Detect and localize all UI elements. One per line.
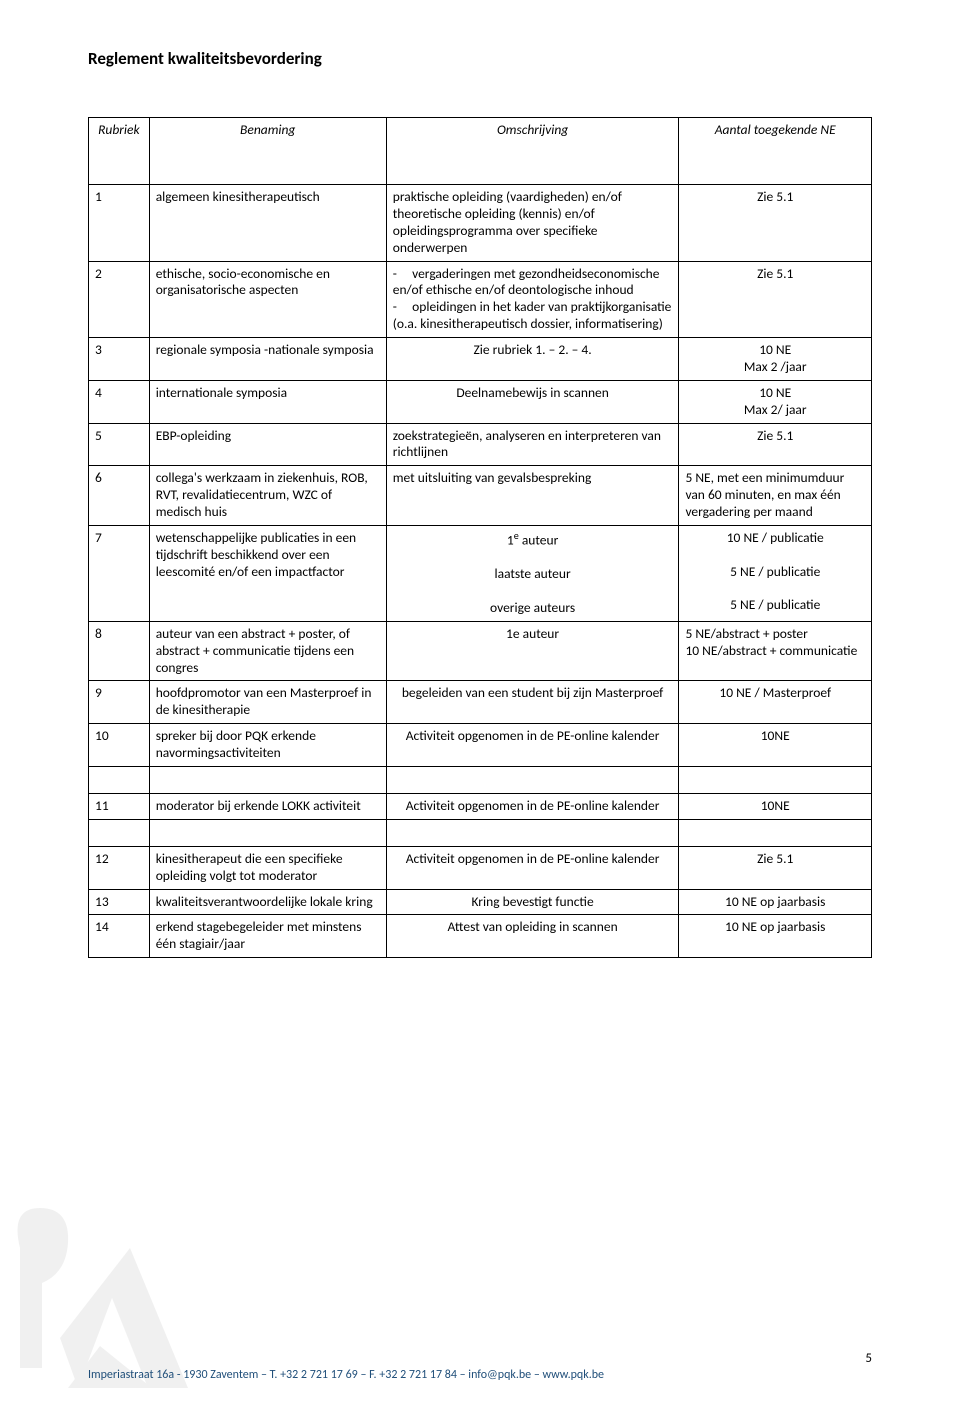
cell-rubriek: 14 (89, 915, 150, 958)
footer-contact-line: Imperiastraat 16a - 1930 Zaventem – T. +… (88, 1368, 872, 1382)
cell-omschrijving: met uitsluiting van gevalsbespreking (386, 466, 679, 526)
table-row: 7wetenschappelijke publicaties in een ti… (89, 525, 872, 621)
cell-rubriek: 10 (89, 724, 150, 767)
cell-benaming: hoofdpromotor van een Masterproef in de … (149, 681, 386, 724)
table-row: 9hoofdpromotor van een Masterproef in de… (89, 681, 872, 724)
cell-rubriek: 7 (89, 525, 150, 621)
cell-benaming: moderator bij erkende LOKK activiteit (149, 793, 386, 819)
cell-ne: Zie 5.1 (679, 185, 872, 262)
table-row: 12kinesitherapeut die een specifieke opl… (89, 846, 872, 889)
cell-omschrijving: Zie rubriek 1. – 2. – 4. (386, 338, 679, 381)
page-number: 5 (88, 1351, 872, 1366)
table-row: 13kwaliteitsverantwoordelijke lokale kri… (89, 889, 872, 915)
cell-rubriek: 6 (89, 466, 150, 526)
cell-ne: 10 NE / publicatie5 NE / publicatie5 NE … (679, 525, 872, 621)
cell-ne: 5 NE, met een minimumduur van 60 minuten… (679, 466, 872, 526)
cell-omschrijving: begeleiden van een student bij zijn Mast… (386, 681, 679, 724)
table-row: 2ethische, socio-economische en organisa… (89, 261, 872, 338)
cell-rubriek: 8 (89, 621, 150, 681)
cell-rubriek: 2 (89, 261, 150, 338)
cell-benaming: erkend stagebegeleider met minstens één … (149, 915, 386, 958)
cell-ne: Zie 5.1 (679, 423, 872, 466)
cell-omschrijving: - vergaderingen met gezondheidseconomisc… (386, 261, 679, 338)
cell-ne: 10 NEMax 2/ jaar (679, 380, 872, 423)
table-row: 11moderator bij erkende LOKK activiteitA… (89, 793, 872, 819)
table-row: 10spreker bij door PQK erkende navorming… (89, 724, 872, 767)
cell-omschrijving: zoekstrategieën, analyseren en interpret… (386, 423, 679, 466)
cell-benaming: wetenschappelijke publicaties in een tij… (149, 525, 386, 621)
cell-omschrijving: Kring bevestigt functie (386, 889, 679, 915)
table-row: 8auteur van een abstract + poster, of ab… (89, 621, 872, 681)
cell-ne: 10NE (679, 793, 872, 819)
cell-ne: 10NE (679, 724, 872, 767)
cell-benaming: algemeen kinesitherapeutisch (149, 185, 386, 262)
cell-omschrijving: Deelnamebewijs in scannen (386, 380, 679, 423)
cell-omschrijving: Attest van opleiding in scannen (386, 915, 679, 958)
cell-ne: 10 NEMax 2 /jaar (679, 338, 872, 381)
table-row: 14erkend stagebegeleider met minstens éé… (89, 915, 872, 958)
table-row: 4internationale symposiaDeelnamebewijs i… (89, 380, 872, 423)
col-omschrijving: Omschrijving (386, 118, 679, 185)
cell-omschrijving: Activiteit opgenomen in de PE-online kal… (386, 846, 679, 889)
col-ne: Aantal toegekende NE (679, 118, 872, 185)
cell-omschrijving: 1e auteurlaatste auteuroverige auteurs (386, 525, 679, 621)
table-body: 1algemeen kinesitherapeutischpraktische … (89, 185, 872, 958)
cell-omschrijving: 1e auteur (386, 621, 679, 681)
cell-benaming: spreker bij door PQK erkende navormingsa… (149, 724, 386, 767)
page-footer: 5 Imperiastraat 16a - 1930 Zaventem – T.… (88, 1351, 872, 1382)
cell-rubriek: 12 (89, 846, 150, 889)
cell-rubriek: 5 (89, 423, 150, 466)
cell-rubriek: 1 (89, 185, 150, 262)
cell-omschrijving: Activiteit opgenomen in de PE-online kal… (386, 724, 679, 767)
cell-rubriek: 9 (89, 681, 150, 724)
cell-benaming: regionale symposia -nationale symposia (149, 338, 386, 381)
cell-rubriek: 11 (89, 793, 150, 819)
table-header-row: Rubriek Benaming Omschrijving Aantal toe… (89, 118, 872, 185)
cell-omschrijving: praktische opleiding (vaardigheden) en/o… (386, 185, 679, 262)
cell-rubriek: 3 (89, 338, 150, 381)
table-row: 6collega's werkzaam in ziekenhuis, ROB, … (89, 466, 872, 526)
cell-benaming: kwaliteitsverantwoordelijke lokale kring (149, 889, 386, 915)
cell-rubriek: 13 (89, 889, 150, 915)
cell-benaming: kinesitherapeut die een specifieke oplei… (149, 846, 386, 889)
cell-benaming: auteur van een abstract + poster, of abs… (149, 621, 386, 681)
spacer-row (89, 819, 872, 846)
cell-ne: 10 NE op jaarbasis (679, 889, 872, 915)
spacer-row (89, 766, 872, 793)
rubriek-table: Rubriek Benaming Omschrijving Aantal toe… (88, 117, 872, 958)
cell-ne: 10 NE op jaarbasis (679, 915, 872, 958)
cell-benaming: internationale symposia (149, 380, 386, 423)
cell-benaming: ethische, socio-economische en organisat… (149, 261, 386, 338)
cell-ne: 5 NE/abstract + poster10 NE/abstract + c… (679, 621, 872, 681)
cell-omschrijving: Activiteit opgenomen in de PE-online kal… (386, 793, 679, 819)
cell-rubriek: 4 (89, 380, 150, 423)
table-row: 1algemeen kinesitherapeutischpraktische … (89, 185, 872, 262)
document-page: Reglement kwaliteitsbevordering Rubriek … (0, 0, 960, 1418)
cell-benaming: EBP-opleiding (149, 423, 386, 466)
cell-ne: Zie 5.1 (679, 261, 872, 338)
cell-benaming: collega's werkzaam in ziekenhuis, ROB, R… (149, 466, 386, 526)
table-row: 3regionale symposia -nationale symposiaZ… (89, 338, 872, 381)
col-rubriek: Rubriek (89, 118, 150, 185)
table-row: 5EBP-opleidingzoekstrategieën, analysere… (89, 423, 872, 466)
cell-ne: 10 NE / Masterproef (679, 681, 872, 724)
cell-ne: Zie 5.1 (679, 846, 872, 889)
col-benaming: Benaming (149, 118, 386, 185)
document-title: Reglement kwaliteitsbevordering (88, 48, 872, 69)
